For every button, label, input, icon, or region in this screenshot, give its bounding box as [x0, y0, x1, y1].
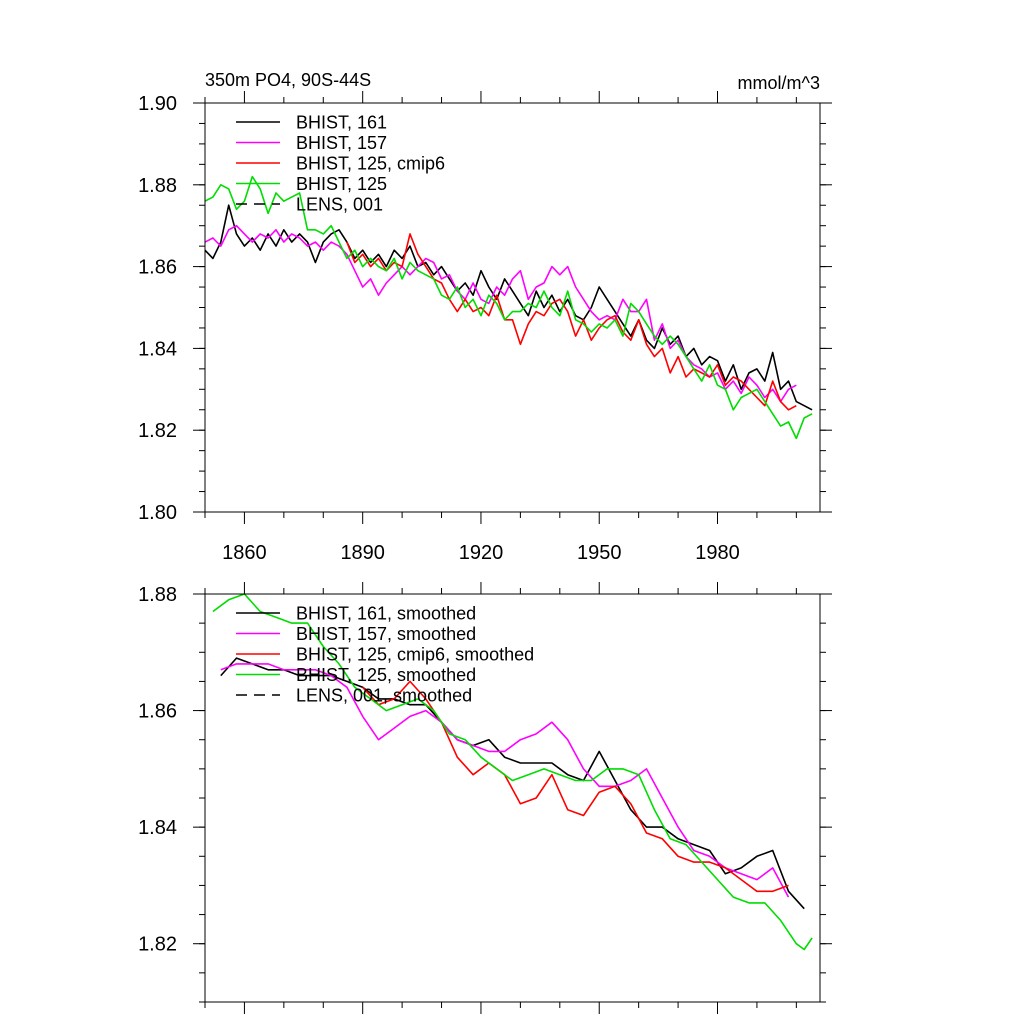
legend-label-5: LENS, 001 — [296, 195, 383, 215]
y-tick-label: 1.90 — [138, 93, 177, 115]
legend-label-5: LENS, 001, smoothed — [296, 686, 472, 706]
series-line-1 — [220, 657, 805, 910]
series-line-3 — [362, 680, 789, 893]
x-tick-label: 1950 — [577, 542, 622, 564]
series-line-2 — [220, 663, 790, 898]
series-line-1 — [205, 204, 813, 411]
series-line-2 — [205, 224, 797, 403]
series-line-4 — [212, 594, 813, 951]
legend-label-3: BHIST, 125, cmip6 — [296, 154, 445, 174]
y-tick-label: 1.80 — [138, 502, 177, 524]
legend-label-1: BHIST, 161, smoothed — [296, 604, 476, 624]
y-tick-label: 1.88 — [138, 175, 177, 197]
units-label: mmol/m^3 — [738, 73, 820, 93]
series-line-4 — [205, 175, 813, 440]
legend-label-2: BHIST, 157 — [296, 133, 387, 153]
chart-title: 350m PO4, 90S-44S — [205, 70, 371, 90]
legend-label-1: BHIST, 161 — [296, 113, 387, 133]
x-tick-label: 1920 — [459, 542, 504, 564]
y-tick-label: 1.82 — [138, 934, 177, 956]
legend-label-4: BHIST, 125 — [296, 174, 387, 194]
y-tick-label: 1.84 — [138, 338, 177, 360]
series-line-3 — [346, 233, 797, 411]
y-tick-label: 1.82 — [138, 420, 177, 442]
x-tick-label: 1890 — [340, 542, 385, 564]
legend-label-3: BHIST, 125, cmip6, smoothed — [296, 645, 534, 665]
x-tick-label: 1980 — [695, 542, 740, 564]
x-tick-label: 1860 — [222, 542, 267, 564]
y-tick-label: 1.86 — [138, 701, 177, 723]
legend-label-2: BHIST, 157, smoothed — [296, 624, 476, 644]
y-tick-label: 1.88 — [138, 584, 177, 606]
y-tick-label: 1.86 — [138, 257, 177, 279]
y-tick-label: 1.84 — [138, 817, 177, 839]
top-panel: 350m PO4, 90S-44S mmol/m^3 1.80 1.82 1.84 1… — [138, 70, 832, 564]
legend-label-4: BHIST, 125, smoothed — [296, 665, 476, 685]
